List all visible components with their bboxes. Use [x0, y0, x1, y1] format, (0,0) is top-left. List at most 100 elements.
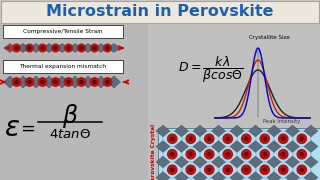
- Circle shape: [279, 165, 288, 174]
- Polygon shape: [230, 156, 244, 168]
- Text: $=$: $=$: [17, 119, 35, 137]
- Polygon shape: [43, 44, 55, 53]
- Polygon shape: [174, 156, 188, 168]
- Circle shape: [39, 44, 46, 52]
- Polygon shape: [108, 76, 121, 88]
- Circle shape: [25, 78, 34, 86]
- Circle shape: [80, 80, 83, 84]
- Polygon shape: [29, 76, 43, 88]
- Circle shape: [300, 153, 303, 156]
- Circle shape: [64, 78, 73, 86]
- Circle shape: [186, 134, 196, 143]
- Polygon shape: [285, 141, 300, 152]
- Polygon shape: [156, 172, 170, 180]
- Circle shape: [67, 47, 70, 50]
- Circle shape: [242, 134, 251, 143]
- Polygon shape: [212, 172, 226, 180]
- Circle shape: [103, 78, 112, 86]
- Circle shape: [93, 47, 96, 50]
- Circle shape: [223, 165, 232, 174]
- Circle shape: [12, 78, 21, 86]
- Circle shape: [41, 47, 44, 50]
- Circle shape: [15, 47, 18, 50]
- Circle shape: [38, 78, 47, 86]
- Circle shape: [263, 168, 266, 171]
- Circle shape: [171, 168, 174, 171]
- Circle shape: [300, 137, 303, 140]
- Polygon shape: [285, 156, 300, 168]
- Circle shape: [78, 44, 85, 52]
- Circle shape: [189, 153, 192, 156]
- Circle shape: [52, 44, 59, 52]
- Circle shape: [54, 47, 57, 50]
- Circle shape: [189, 137, 192, 140]
- Circle shape: [297, 150, 307, 159]
- Polygon shape: [267, 141, 281, 152]
- Polygon shape: [304, 172, 318, 180]
- Circle shape: [189, 168, 192, 171]
- Circle shape: [168, 165, 177, 174]
- Polygon shape: [248, 141, 262, 152]
- Bar: [148, 23, 320, 180]
- Text: Perovskite Crystal: Perovskite Crystal: [150, 123, 156, 180]
- Circle shape: [204, 165, 214, 174]
- Text: Thermal expansion mismatch: Thermal expansion mismatch: [20, 64, 107, 69]
- Circle shape: [242, 150, 251, 159]
- Circle shape: [242, 165, 251, 174]
- Bar: [1, 1, 319, 23]
- Circle shape: [208, 153, 211, 156]
- Polygon shape: [55, 44, 68, 53]
- Polygon shape: [230, 141, 244, 152]
- Circle shape: [263, 153, 266, 156]
- Polygon shape: [212, 156, 226, 168]
- Circle shape: [168, 134, 177, 143]
- Circle shape: [223, 150, 232, 159]
- Text: Compressive/Tensile Strain: Compressive/Tensile Strain: [23, 29, 103, 34]
- Polygon shape: [285, 172, 300, 180]
- Polygon shape: [285, 125, 300, 137]
- Text: $D = \dfrac{k\lambda}{\beta cos\Theta}$: $D = \dfrac{k\lambda}{\beta cos\Theta}$: [178, 55, 244, 86]
- Polygon shape: [156, 125, 170, 137]
- Polygon shape: [267, 125, 281, 137]
- Polygon shape: [230, 125, 244, 137]
- Circle shape: [263, 137, 266, 140]
- Text: $\beta$: $\beta$: [62, 102, 78, 130]
- Circle shape: [13, 44, 20, 52]
- Text: Crystallite Size: Crystallite Size: [249, 35, 290, 40]
- Circle shape: [279, 150, 288, 159]
- Polygon shape: [4, 44, 17, 53]
- Polygon shape: [174, 141, 188, 152]
- Circle shape: [226, 137, 229, 140]
- Circle shape: [106, 47, 109, 50]
- Circle shape: [104, 44, 111, 52]
- Circle shape: [204, 150, 214, 159]
- Circle shape: [260, 165, 269, 174]
- Circle shape: [208, 137, 211, 140]
- Polygon shape: [156, 156, 170, 168]
- Polygon shape: [174, 125, 188, 137]
- Circle shape: [54, 80, 57, 84]
- Circle shape: [168, 150, 177, 159]
- Circle shape: [41, 80, 44, 84]
- Polygon shape: [94, 76, 108, 88]
- Polygon shape: [267, 156, 281, 168]
- Polygon shape: [29, 44, 43, 53]
- Polygon shape: [4, 76, 17, 88]
- Circle shape: [171, 153, 174, 156]
- Circle shape: [186, 165, 196, 174]
- Polygon shape: [55, 76, 68, 88]
- Circle shape: [171, 137, 174, 140]
- Circle shape: [67, 80, 70, 84]
- Circle shape: [106, 80, 109, 84]
- Polygon shape: [17, 76, 29, 88]
- Polygon shape: [193, 172, 207, 180]
- Circle shape: [245, 153, 248, 156]
- Circle shape: [282, 168, 285, 171]
- Circle shape: [260, 134, 269, 143]
- Polygon shape: [68, 44, 82, 53]
- Circle shape: [223, 134, 232, 143]
- Circle shape: [26, 44, 33, 52]
- Polygon shape: [17, 44, 29, 53]
- Circle shape: [77, 78, 86, 86]
- Circle shape: [80, 47, 83, 50]
